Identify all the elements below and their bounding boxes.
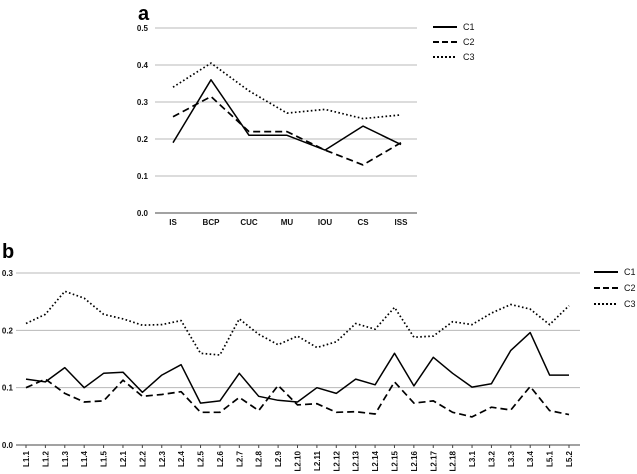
x-tick-label: MU [281,218,294,227]
legend-label-c2: C2 [624,283,636,293]
panel-a-letter: a [138,3,150,25]
panel-a-chart: 0.0 0.1 0.2 0.3 0.4 0.5 IS BCP CUC MU IOU CS ISS C1 C2… [137,22,475,227]
x-tick-label: L2.10 [294,450,303,471]
series-line-c1 [172,79,402,151]
x-tick-label: L2.2 [138,450,147,467]
x-tick-label: L2.14 [371,450,380,471]
legend-label-c1: C1 [463,22,475,32]
x-tick-label: L2.7 [235,450,244,467]
y-tick-label: 0.3 [2,269,14,278]
x-tick-label: ISS [395,218,409,227]
series-line-c2 [172,95,402,166]
y-tick-label: 0.4 [137,61,149,70]
y-tick-label: 0.3 [137,98,149,107]
y-tick-label: 0.2 [137,135,149,144]
x-tick-label: L2.15 [390,450,399,471]
x-tick-label: L2.12 [332,450,341,471]
x-tick-label: L1.4 [80,450,89,467]
y-tick-label: 0.0 [137,209,149,218]
y-tick-label: 0.1 [2,384,14,393]
x-tick-label: BCP [203,218,221,227]
series-line-c1 [25,331,569,404]
x-tick-label: L5.1 [546,450,555,467]
x-tick-label: CS [357,218,369,227]
panel-b-chart: 0.0 0.1 0.2 0.3 L1.1 L1.2 L1.3 L1.4 L1.5 L2.1 L2.2… [2,267,636,471]
panel-b-letter: b [2,241,14,263]
y-tick-label: 0.2 [2,326,14,335]
x-tick-label: L2.18 [449,450,458,471]
x-tick-label: L2.16 [410,450,419,471]
x-tick-label: L2.9 [274,450,283,467]
y-tick-label: 0.5 [137,24,149,33]
x-tick-label: CUC [240,218,258,227]
x-tick-label: IOU [318,218,332,227]
series-line-c2 [25,378,570,418]
x-tick-label: L3.1 [468,450,477,467]
legend-label-c3: C3 [624,299,636,309]
x-tick-label: IS [169,218,177,227]
x-tick-label: L2.17 [429,450,438,471]
x-tick-label: L1.1 [22,450,31,467]
x-tick-label: L1.2 [41,450,50,467]
x-tick-label: L2.1 [119,450,128,467]
x-tick-label: L2.3 [158,450,167,467]
series-line-c3 [172,62,402,120]
x-tick-label: L5.2 [565,450,574,467]
x-tick-label: L2.5 [197,450,206,467]
x-tick-label: L2.11 [313,450,322,471]
x-tick-label: L2.4 [177,450,186,467]
x-tick-label: L3.2 [487,450,496,467]
x-tick-label: L1.5 [100,450,109,467]
x-tick-label: L2.8 [255,450,264,467]
x-tick-label: L1.3 [61,450,70,467]
legend-label-c2: C2 [463,37,475,47]
y-tick-label: 0.0 [2,441,14,450]
series-line-c3 [25,290,570,356]
x-tick-label: L3.3 [507,450,516,467]
x-tick-label: L3.4 [526,450,535,467]
x-tick-label: L2.13 [352,450,361,471]
x-tick-label: L2.6 [216,450,225,467]
legend-label-c1: C1 [624,267,636,277]
legend-label-c3: C3 [463,52,475,62]
y-tick-label: 0.1 [137,172,149,181]
